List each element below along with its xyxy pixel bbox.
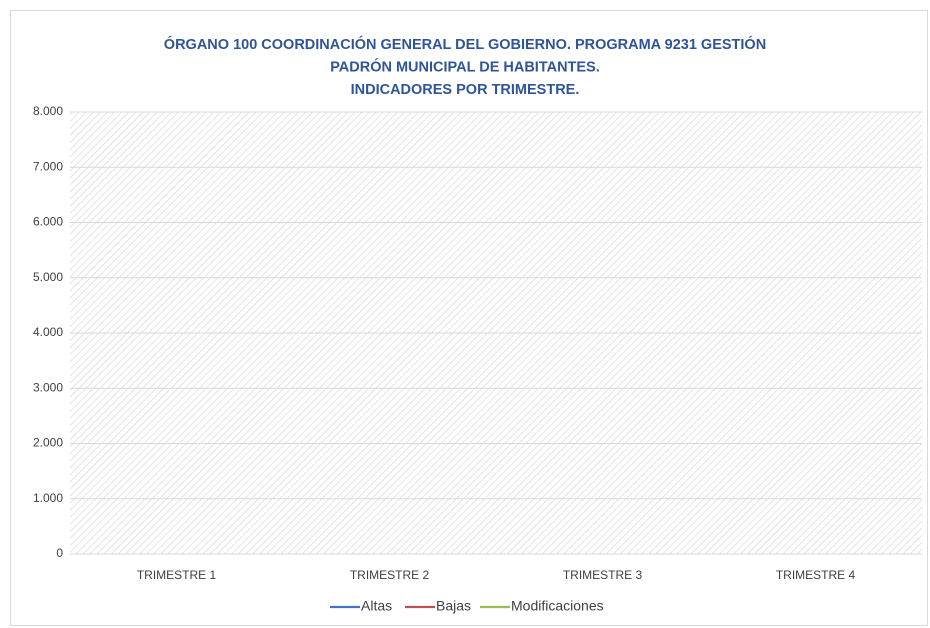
- chart-title: ÓRGANO 100 COORDINACIÓN GENERAL DEL GOBI…: [164, 35, 766, 53]
- legend-label: Altas: [361, 598, 392, 614]
- x-tick-label: TRIMESTRE 2: [350, 568, 430, 582]
- chart-title: PADRÓN MUNICIPAL DE HABITANTES.: [330, 57, 600, 75]
- y-tick-label: 6.000: [33, 215, 63, 229]
- y-tick-label: 4.000: [33, 325, 63, 339]
- chart-title: INDICADORES POR TRIMESTRE.: [351, 82, 580, 98]
- legend-label: Modificaciones: [511, 598, 604, 614]
- y-tick-label: 1.000: [33, 491, 63, 505]
- y-tick-label: 2.000: [33, 436, 63, 450]
- x-tick-label: TRIMESTRE 1: [137, 568, 217, 582]
- y-tick-label: 5.000: [33, 270, 63, 284]
- y-tick-label: 3.000: [33, 380, 63, 394]
- x-tick-label: TRIMESTRE 4: [776, 568, 856, 582]
- y-tick-label: 8.000: [33, 104, 63, 118]
- legend-label: Bajas: [436, 598, 471, 614]
- y-tick-label: 0: [56, 546, 63, 560]
- x-tick-label: TRIMESTRE 3: [563, 568, 643, 582]
- y-tick-label: 7.000: [33, 159, 63, 173]
